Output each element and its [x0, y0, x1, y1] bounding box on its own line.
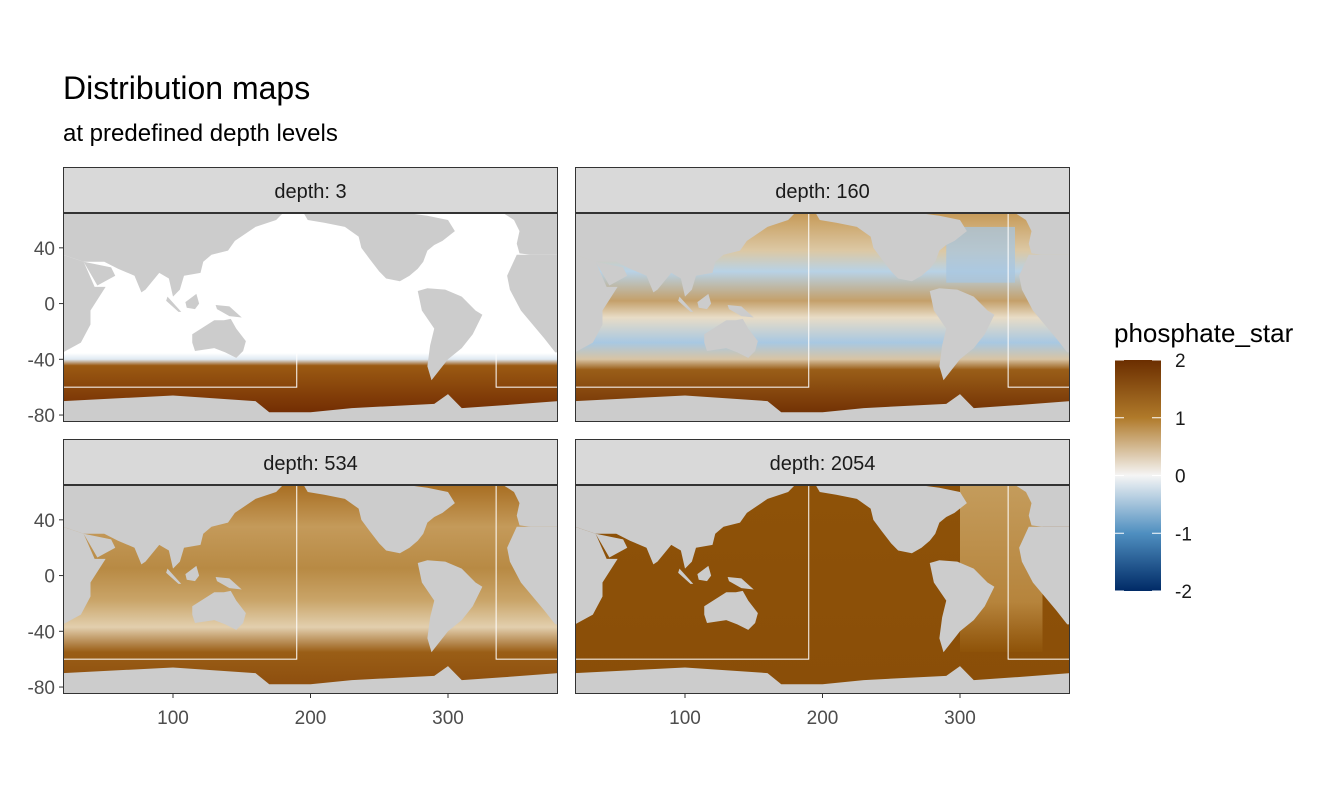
x-tick-label: 200 — [807, 708, 839, 729]
legend-title: phosphate_star — [1114, 318, 1294, 348]
land-mask — [1015, 213, 1070, 255]
land-mask — [704, 318, 758, 358]
facet-strip-label: depth: 160 — [775, 181, 870, 203]
sector-box — [495, 213, 558, 388]
y-tick-label: -40 — [28, 350, 55, 371]
land-mask — [929, 560, 995, 653]
land-mask — [83, 533, 116, 558]
land-mask — [1019, 254, 1070, 353]
land-mask — [727, 576, 754, 590]
panel-field — [63, 485, 558, 694]
land-mask — [503, 213, 558, 255]
land-mask — [575, 666, 1070, 694]
sector-box — [1007, 485, 1070, 660]
y-tick-label: 40 — [34, 511, 55, 532]
land-mask — [63, 254, 106, 353]
land-mask — [63, 666, 558, 694]
facet-strip — [575, 167, 1070, 213]
facet-strip-label: depth: 534 — [263, 453, 358, 475]
land-mask — [63, 213, 283, 297]
sector-box — [495, 485, 558, 660]
land-mask — [507, 526, 558, 625]
land-mask — [507, 254, 558, 353]
facet-panel-1: depth: 3 40 0 -40 -80 — [28, 167, 558, 427]
facet-strip-label: depth: 2054 — [770, 453, 876, 475]
panel-border — [575, 213, 1070, 422]
land-mask — [303, 213, 455, 282]
land-mask — [697, 565, 712, 582]
land-mask — [575, 526, 618, 625]
land-mask — [575, 485, 795, 569]
x-tick-label: 200 — [295, 708, 327, 729]
legend-tick-label: 2 — [1175, 351, 1186, 372]
land-mask — [192, 318, 246, 358]
y-tick-label: 40 — [34, 239, 55, 260]
land-mask — [185, 565, 200, 582]
facet-panel-2: depth: 160 — [575, 167, 1070, 422]
legend-tick-label: 1 — [1175, 409, 1186, 430]
land-mask — [815, 485, 967, 554]
sector-box — [575, 213, 810, 388]
facet-strip — [575, 439, 1070, 485]
panel-border — [63, 485, 558, 694]
land-mask — [185, 293, 200, 310]
land-mask — [815, 213, 967, 282]
chart-title: Distribution maps — [63, 70, 311, 106]
land-mask — [678, 296, 694, 312]
land-mask — [575, 213, 795, 297]
panel-field — [575, 485, 1070, 694]
land-mask — [727, 304, 754, 318]
y-tick-label: 0 — [44, 567, 55, 588]
panel-field — [63, 213, 558, 422]
land-mask — [1019, 526, 1070, 625]
land-mask — [575, 394, 1070, 422]
sector-box — [1007, 213, 1070, 388]
facet-panel-4: depth: 2054 100 200 300 — [575, 439, 1070, 729]
x-tick-label: 100 — [157, 708, 189, 729]
land-mask — [166, 296, 182, 312]
land-mask — [83, 261, 116, 286]
facet-strip — [63, 167, 558, 213]
y-tick-label: -80 — [28, 406, 55, 427]
y-tick-label: -40 — [28, 622, 55, 643]
land-mask — [63, 394, 558, 422]
land-mask — [704, 590, 758, 630]
land-mask — [1015, 485, 1070, 527]
facet-panel-3: depth: 534 40 0 -40 -80 100 200 300 — [28, 439, 558, 729]
land-mask — [575, 254, 618, 353]
facet-strip-label: depth: 3 — [274, 181, 346, 203]
legend-tick-label: -1 — [1175, 524, 1192, 545]
y-tick-label: -80 — [28, 678, 55, 699]
land-mask — [303, 485, 455, 554]
panel-border — [63, 213, 558, 422]
land-mask — [215, 576, 242, 590]
land-mask — [417, 288, 483, 381]
sector-box — [63, 213, 298, 388]
sector-box — [63, 485, 298, 660]
panel-border — [575, 485, 1070, 694]
sector-box — [575, 485, 810, 660]
land-mask — [595, 533, 628, 558]
x-tick-label: 300 — [432, 708, 464, 729]
land-mask — [63, 526, 106, 625]
land-mask — [215, 304, 242, 318]
land-mask — [595, 261, 628, 286]
legend-tick-label: -2 — [1175, 582, 1192, 603]
land-mask — [417, 560, 483, 653]
land-mask — [929, 288, 995, 381]
land-mask — [166, 568, 182, 584]
land-mask — [503, 485, 558, 527]
facet-strip — [63, 439, 558, 485]
y-tick-label: 0 — [44, 295, 55, 316]
x-tick-label: 100 — [669, 708, 701, 729]
chart-subtitle: at predefined depth levels — [63, 120, 338, 147]
land-mask — [697, 293, 712, 310]
land-mask — [192, 590, 246, 630]
x-tick-label: 300 — [944, 708, 976, 729]
land-mask — [678, 568, 694, 584]
panel-field — [575, 213, 1070, 422]
legend-tick-label: 0 — [1175, 467, 1186, 488]
land-mask — [63, 485, 283, 569]
